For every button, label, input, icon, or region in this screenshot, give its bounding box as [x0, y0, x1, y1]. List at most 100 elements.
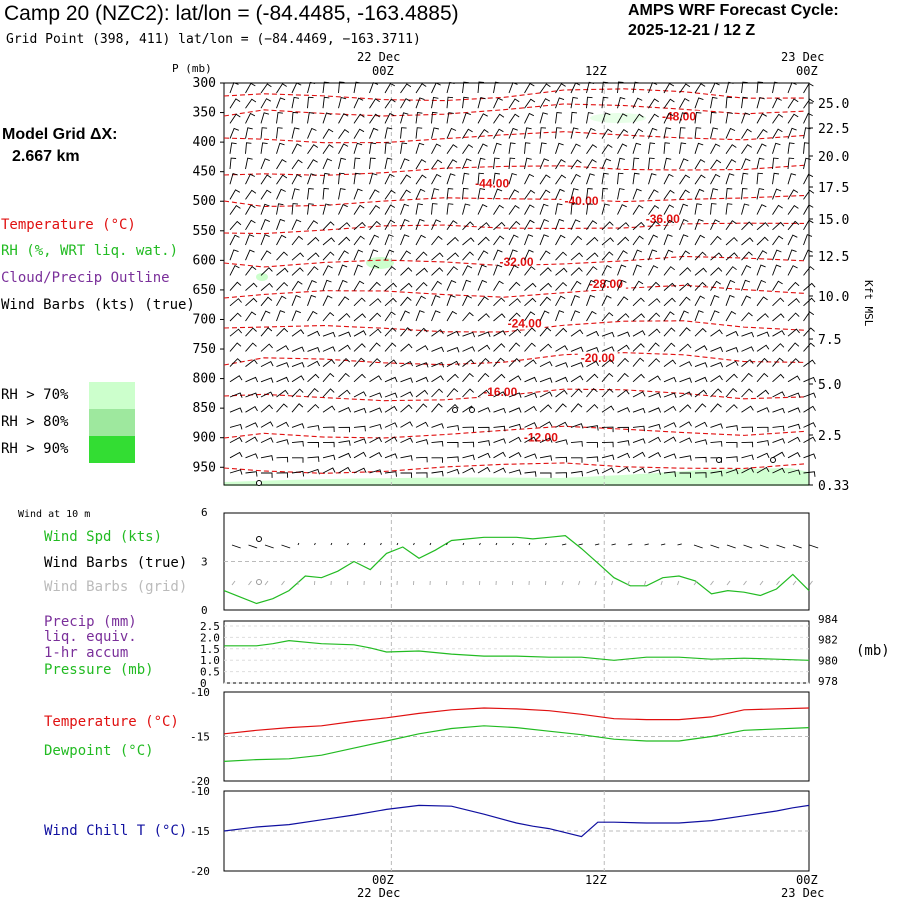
wind-barb — [508, 298, 521, 307]
wind-barb — [741, 264, 752, 276]
wind-barb — [570, 235, 583, 246]
wind-barb — [648, 392, 662, 398]
wind-barb — [787, 157, 795, 170]
wind-barb — [725, 188, 733, 200]
wind-barb — [338, 128, 350, 139]
wind-barb — [741, 426, 754, 433]
wind-barb — [477, 157, 486, 170]
wind-barb — [291, 235, 304, 246]
wind-barb — [539, 282, 552, 291]
rh-shading-surface — [224, 468, 809, 486]
wind-barb — [617, 389, 630, 398]
wind-barb — [741, 128, 752, 139]
wind-barb — [539, 250, 551, 261]
wind-barb — [477, 250, 489, 261]
wind-barb — [787, 298, 800, 307]
height-tick-label: 22.5 — [818, 122, 849, 137]
wind-barb — [741, 251, 753, 261]
grid-wind-barb — [693, 580, 698, 586]
wind-barb — [648, 220, 660, 231]
wind-barb — [322, 251, 335, 261]
wind-barb — [353, 235, 365, 246]
wind-barb — [803, 142, 810, 154]
wind-barb — [741, 441, 754, 448]
wind-barb — [493, 280, 504, 291]
temperature-contour — [223, 131, 805, 144]
wind-barb — [663, 173, 674, 185]
wind-barb — [400, 158, 410, 170]
wind-barb — [229, 451, 243, 459]
bottom-hour-3: 00Z — [796, 873, 818, 887]
wind-barb — [539, 377, 553, 383]
wind-barb — [524, 405, 537, 413]
contour-label-bg — [480, 386, 521, 399]
wind-barb — [384, 342, 397, 352]
wind-barb — [291, 159, 303, 170]
pressure-tick-label: 650 — [193, 283, 216, 298]
wind-barb — [524, 157, 532, 170]
true-wind-barb — [495, 542, 498, 546]
wind-barb — [787, 265, 798, 276]
wind-barb — [803, 311, 815, 322]
wind-barb — [462, 372, 474, 383]
true-wind-barb — [512, 542, 514, 546]
wind-barb — [694, 345, 708, 352]
wind-barb — [617, 331, 631, 337]
wind-barb — [291, 423, 305, 429]
wind-barb — [307, 187, 314, 200]
wind-barb — [338, 172, 345, 185]
wind-barb — [725, 294, 735, 306]
wind-barb — [648, 312, 661, 322]
wind-barb — [601, 295, 612, 306]
wind-barb — [384, 297, 397, 307]
wind-barb — [260, 282, 273, 291]
wind-barb — [229, 82, 239, 94]
wind-barb — [539, 112, 548, 124]
wind-barb — [229, 392, 243, 398]
wind-barb — [508, 407, 522, 413]
rh-shading-patch — [256, 273, 268, 281]
legend-cloud: Cloud/Precip Outline — [1, 270, 170, 286]
wind-barb — [555, 127, 562, 139]
wind-barb — [679, 296, 691, 307]
wind-barb — [477, 81, 485, 94]
wind-barb — [400, 203, 410, 215]
wind-barb — [524, 173, 535, 185]
wind-barb — [260, 174, 272, 185]
wind-barb — [400, 189, 411, 200]
wind-barb — [508, 342, 521, 352]
legend-temperature: Temperature (°C) — [1, 217, 136, 233]
wind-barb — [617, 128, 629, 139]
wind-barb — [663, 142, 670, 154]
wind-barb — [400, 296, 412, 307]
wind-barb — [741, 188, 748, 200]
wind-barb — [756, 128, 768, 139]
wind-barb — [787, 342, 800, 352]
wind-barb — [725, 252, 738, 261]
wind-barb — [508, 142, 516, 154]
wind-barb — [694, 203, 702, 215]
wind-barb — [756, 344, 770, 352]
wind-barb — [353, 330, 367, 337]
legend-rh: RH (%, WRT liq. wat.) — [1, 243, 179, 259]
wind-tick-label: 3 — [201, 556, 208, 569]
wind-barb — [431, 295, 441, 306]
wind-barb — [369, 342, 381, 352]
wind-barb — [477, 331, 491, 337]
wind-barb — [741, 372, 753, 383]
legend-wind-barbs: Wind Barbs (kts) (true) — [1, 297, 195, 313]
calm-wind-circle — [452, 407, 458, 413]
wind-barb — [570, 188, 579, 200]
wind-barb — [384, 436, 398, 443]
true-wind-barb — [578, 543, 583, 546]
wind-barb — [477, 188, 486, 200]
wind-barb — [787, 127, 797, 139]
wind-barb — [648, 436, 661, 443]
wind-barb — [477, 389, 491, 398]
wind-barb — [400, 234, 410, 246]
temp-tick-label: -20 — [190, 775, 210, 788]
wind-barb — [462, 467, 475, 474]
wind-barb — [524, 266, 536, 276]
wind-barb — [601, 372, 614, 383]
wind-barb — [803, 282, 816, 291]
